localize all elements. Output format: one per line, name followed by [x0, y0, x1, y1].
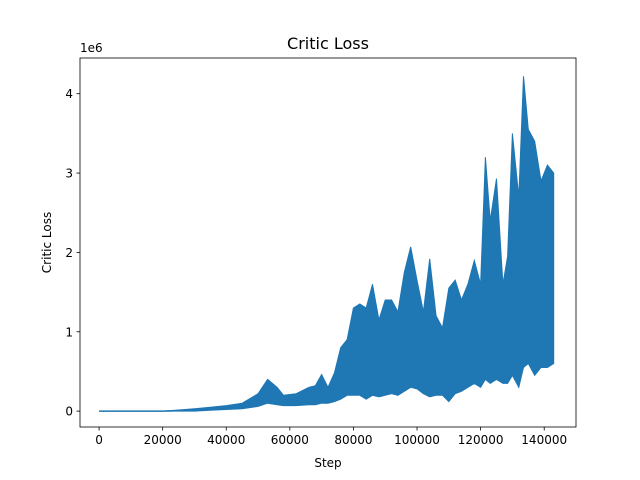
- y-axis-label: Critic Loss: [40, 212, 54, 273]
- x-tick-label: 60000: [271, 433, 309, 447]
- x-tick-label: 80000: [334, 433, 372, 447]
- x-tick-label: 120000: [458, 433, 504, 447]
- y-axis-ticks: 0 1 2 3 4: [65, 87, 80, 419]
- y-tick-label: 4: [65, 87, 73, 101]
- x-tick-label: 100000: [394, 433, 440, 447]
- x-axis-ticks: 0 20000 40000 60000 80000 100000 120000 140000: [95, 427, 567, 447]
- x-axis-label: Step: [314, 456, 341, 470]
- x-tick-label: 20000: [144, 433, 182, 447]
- axes-frame: [79, 57, 577, 428]
- series-line-critic-loss: [99, 221, 554, 412]
- y-tick-label: 1: [65, 325, 73, 339]
- plot-area: [99, 76, 555, 412]
- y-tick-label: 3: [65, 167, 73, 181]
- x-tick-label: 140000: [521, 433, 567, 447]
- y-tick-label: 2: [65, 246, 73, 260]
- x-tick-label: 40000: [207, 433, 245, 447]
- x-tick-label: 0: [95, 433, 103, 447]
- y-axis-offset-label: 1e6: [80, 41, 103, 55]
- chart-title: Critic Loss: [287, 34, 369, 53]
- y-tick-label: 0: [65, 405, 73, 419]
